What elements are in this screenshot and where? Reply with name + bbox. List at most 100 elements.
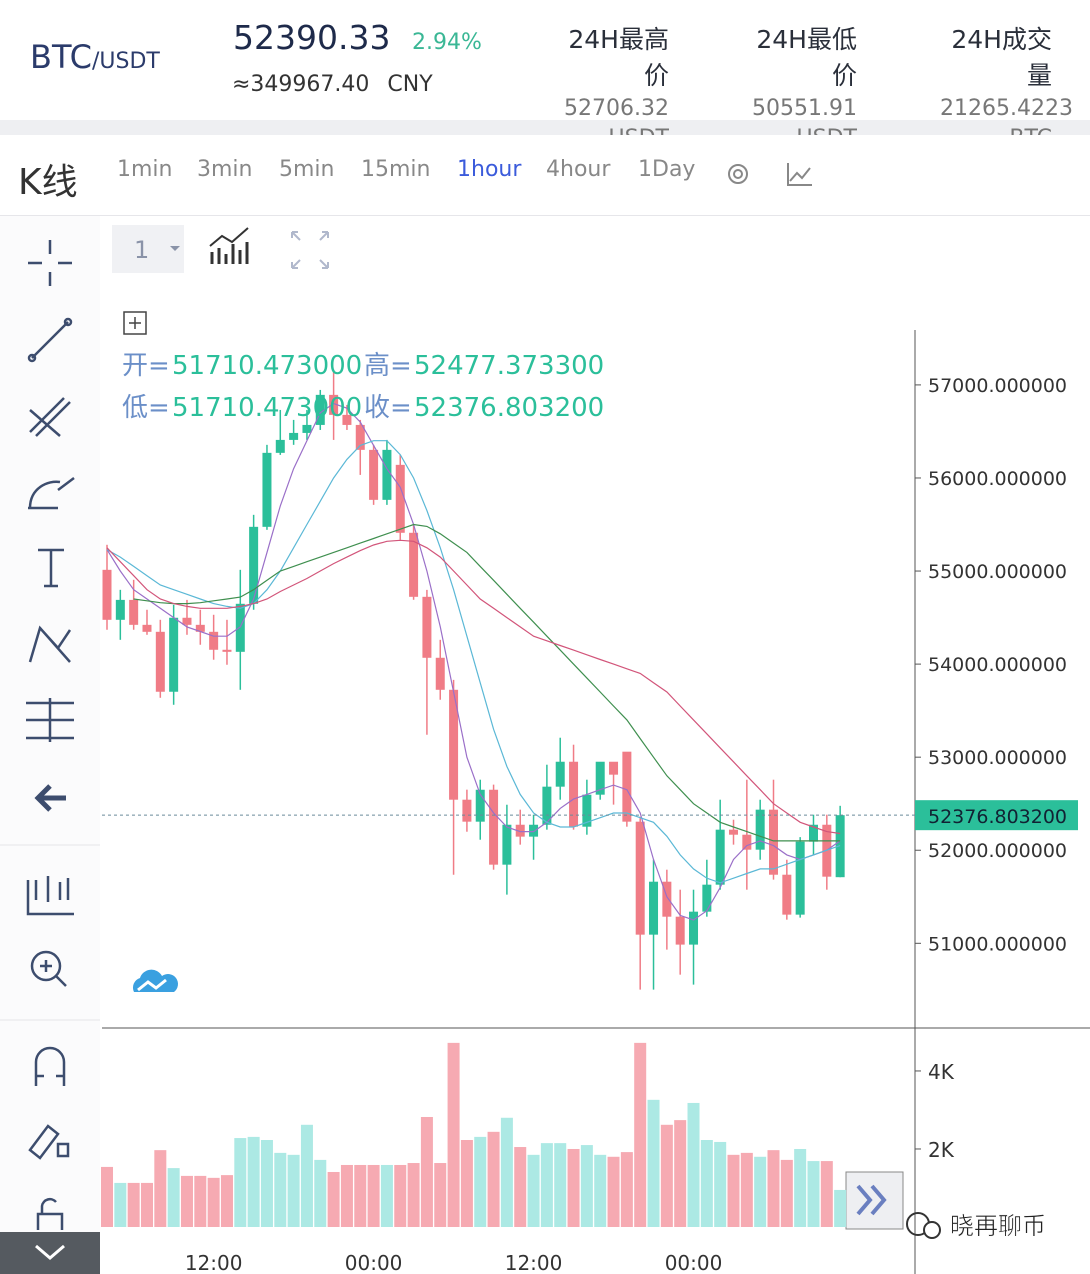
scroll-end-btn[interactable] — [845, 1171, 904, 1230]
indicator-icon[interactable] — [209, 227, 249, 264]
dropdown-caret — [170, 246, 180, 251]
volume-bar — [394, 1164, 407, 1227]
volume-bar — [634, 1042, 647, 1227]
volume-bar — [540, 1143, 553, 1227]
candle-body — [115, 599, 125, 620]
x-tick-label: 12:00 — [505, 1251, 563, 1274]
interval-tab[interactable]: 15min — [361, 157, 431, 182]
ma-line — [106, 440, 841, 884]
fullscreen-icon[interactable] — [291, 231, 329, 269]
volume-bar — [234, 1138, 247, 1227]
legend: 开= 51710.473000 高= 52477.373300 低= 51710… — [122, 351, 604, 423]
cloud-logo-mark — [137, 978, 167, 992]
legend-value: 52376.803200 — [414, 393, 604, 423]
volume-bar — [407, 1163, 420, 1227]
candle-body — [635, 821, 645, 935]
stat: 24H最低价 50551.91 USDT — [745, 22, 857, 135]
candle-body — [329, 394, 339, 415]
stat: 24H成交量 21265.4223 BTC — [940, 22, 1073, 135]
candle-body — [529, 824, 539, 837]
volume-bar — [580, 1145, 593, 1227]
tab-icons[interactable] — [720, 155, 830, 195]
wechat-icon — [923, 1221, 941, 1239]
tool-icons[interactable] — [26, 240, 75, 1230]
candle-body — [102, 569, 112, 620]
legend-toggle-icon — [129, 317, 141, 329]
plot: 51000.000000 52000.000000 53000.000000 5400… — [101, 369, 1078, 1274]
symbol: BTC/USDT — [30, 38, 160, 76]
volume-bar — [434, 1163, 447, 1227]
legend-label: 收= — [364, 393, 412, 423]
legend-value: 51710.473000 — [172, 351, 362, 381]
candle-body — [422, 596, 432, 658]
candle-body — [795, 841, 805, 915]
volume-bar — [114, 1182, 127, 1227]
volume-bar — [300, 1124, 313, 1227]
collapse-icon — [35, 1244, 65, 1260]
legend-value: 51710.473000 — [172, 393, 362, 423]
volume-bar — [247, 1136, 260, 1227]
volume-bar — [327, 1171, 340, 1227]
candle-body — [315, 394, 325, 425]
volume-bar — [834, 1189, 847, 1227]
candle-body — [742, 834, 752, 850]
candle-body — [729, 829, 739, 835]
stat-value: 21265.4223 — [940, 96, 1073, 121]
candle-body — [435, 657, 445, 690]
collapse-btn[interactable] — [0, 1232, 100, 1274]
candle-body — [222, 649, 232, 652]
volume-bar — [527, 1154, 540, 1227]
candle-body — [662, 881, 672, 917]
candle-body — [395, 464, 405, 533]
stat-unit: USDT — [557, 124, 669, 135]
period-select[interactable] — [112, 225, 184, 273]
volume-bar — [674, 1120, 687, 1227]
ma-line — [133, 523, 841, 842]
volume-bar — [127, 1182, 140, 1227]
legend-label: 低= — [122, 393, 170, 423]
candle-body — [489, 789, 499, 865]
y-tick-label: 4K — [928, 1060, 955, 1084]
tab-title: K线 — [18, 162, 78, 203]
toolbar-bg — [0, 215, 100, 1274]
stat-value: 52706.32 — [564, 96, 669, 121]
header: BTC/USDT 52390.33 2.94% ≈349967.40 CNY 24… — [0, 0, 1090, 135]
change: 2.94% — [412, 30, 482, 55]
interval-tab[interactable]: 4hour — [546, 157, 611, 182]
interval-tab[interactable]: 1min — [117, 157, 173, 182]
volume-bar — [474, 1136, 487, 1227]
chart-type-icon[interactable] — [787, 163, 812, 186]
cny-price: ≈349967.40 CNY — [232, 72, 433, 97]
legend-toggle[interactable] — [123, 311, 147, 335]
volume-bar — [647, 1099, 660, 1227]
volume-bar — [274, 1152, 287, 1227]
y-tick-label: 52000.000000 — [928, 840, 1067, 862]
interval-tab[interactable]: 1Day — [638, 157, 696, 182]
candle-body — [449, 689, 459, 800]
volume-bar — [807, 1161, 820, 1227]
y-tick-label: 57000.000000 — [928, 375, 1067, 397]
candle-body — [649, 881, 659, 935]
candle-body — [769, 809, 778, 875]
candle-body — [275, 439, 285, 453]
volume-bar — [687, 1102, 700, 1227]
interval-tab[interactable]: 1hour — [457, 157, 522, 182]
scroll-end-icon — [856, 1184, 887, 1216]
interval-tab[interactable]: 5min — [279, 157, 335, 182]
interval-tab[interactable]: 3min — [197, 157, 253, 182]
volume-bar — [314, 1159, 327, 1227]
stat-label: 24H成交量 — [951, 25, 1052, 90]
settings-icon[interactable] — [728, 164, 748, 184]
candle-body — [502, 824, 512, 865]
last-price-box — [915, 800, 1078, 831]
volume-bar — [714, 1141, 727, 1227]
candle-body — [182, 617, 192, 625]
candle-body — [155, 631, 165, 692]
y-tick-label: 56000.000000 — [928, 468, 1067, 490]
ma-line — [106, 539, 841, 835]
volume-bar — [660, 1124, 673, 1227]
quote: /USDT — [91, 49, 160, 74]
y-tick-label: 53000.000000 — [928, 747, 1067, 769]
